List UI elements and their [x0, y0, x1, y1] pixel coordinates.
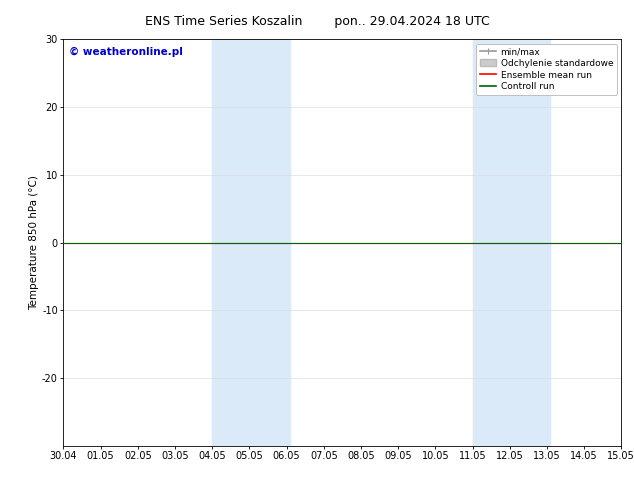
Text: ENS Time Series Koszalin        pon.. 29.04.2024 18 UTC: ENS Time Series Koszalin pon.. 29.04.202… — [145, 15, 489, 28]
Bar — [212, 39, 290, 446]
Text: © weatheronline.pl: © weatheronline.pl — [69, 48, 183, 57]
Legend: min/max, Odchylenie standardowe, Ensemble mean run, Controll run: min/max, Odchylenie standardowe, Ensembl… — [476, 44, 617, 95]
Y-axis label: Temperature 850 hPa (°C): Temperature 850 hPa (°C) — [29, 175, 39, 310]
Bar — [472, 39, 550, 446]
